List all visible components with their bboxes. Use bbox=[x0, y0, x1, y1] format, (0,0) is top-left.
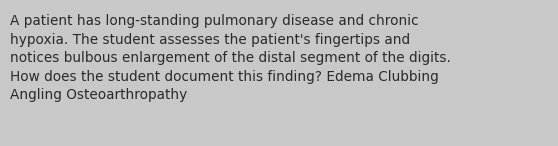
Text: A patient has long-standing pulmonary disease and chronic
hypoxia. The student a: A patient has long-standing pulmonary di… bbox=[10, 14, 451, 102]
